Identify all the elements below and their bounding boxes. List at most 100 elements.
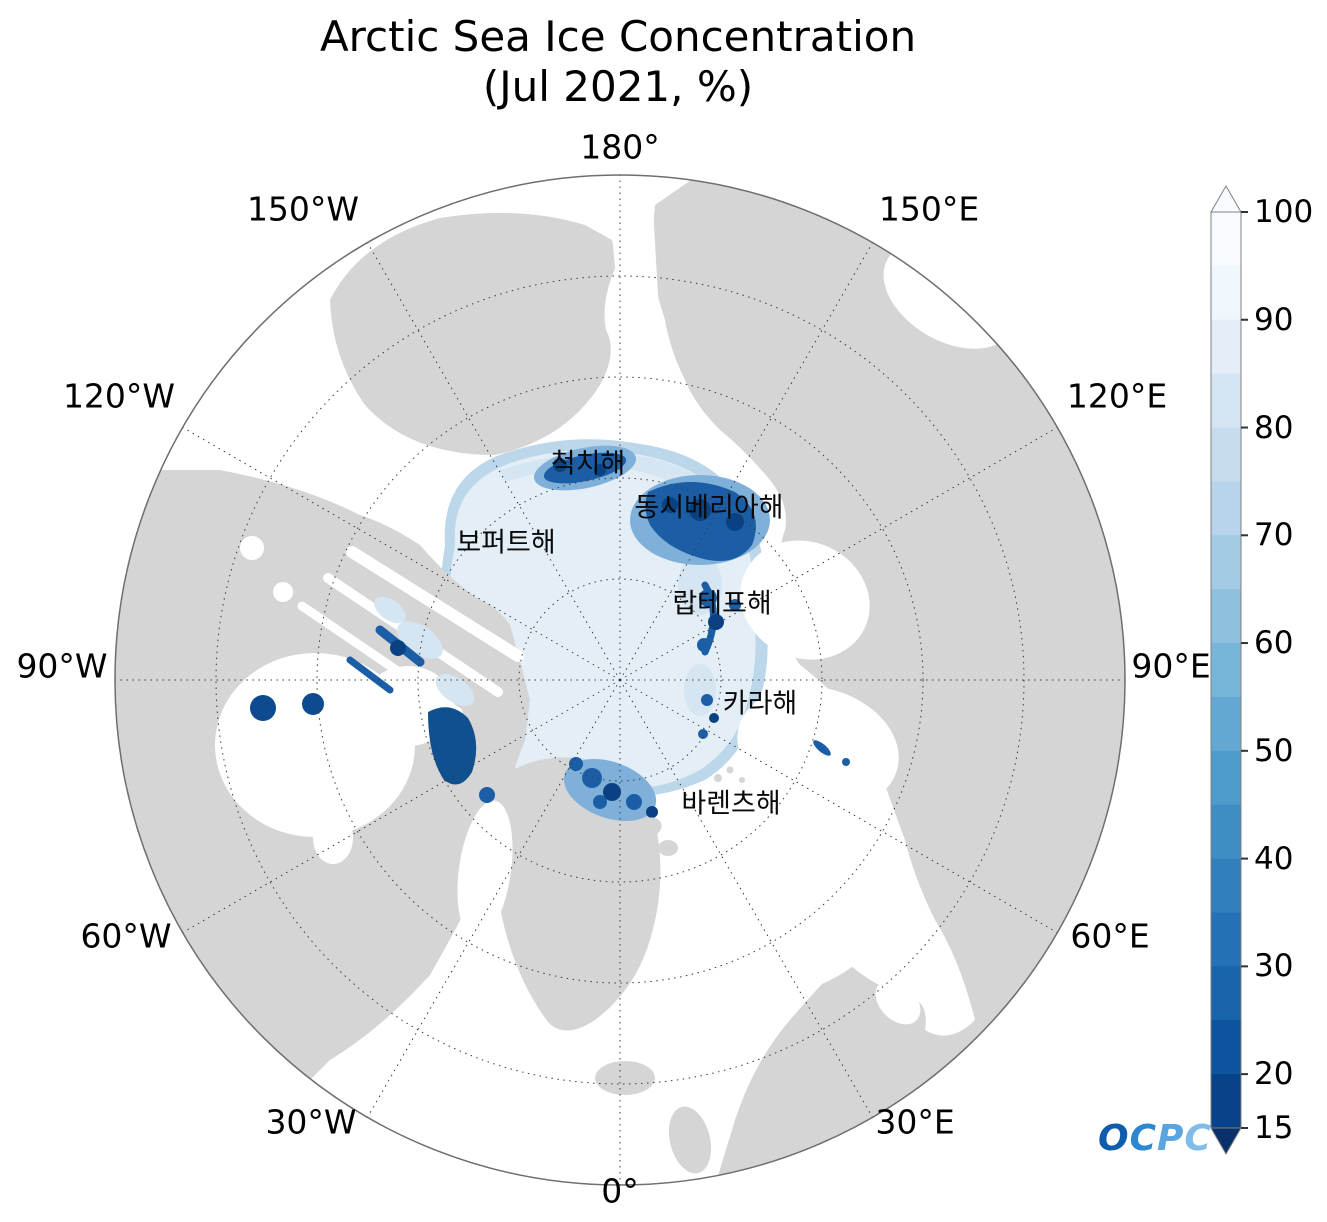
colorbar-band (1211, 1020, 1241, 1075)
ice-dark-northwater (479, 787, 495, 803)
sea-label: 랍테프해 (672, 588, 772, 620)
ice-dark-barents-1 (582, 768, 602, 788)
ice-channel-c (374, 596, 406, 624)
colorbar-band (1211, 265, 1241, 321)
colorbar-band (1211, 750, 1241, 806)
ice-dark-laptev-4 (729, 599, 741, 611)
ice-dark-laptev-1 (699, 589, 717, 607)
sea-label: 보퍼트해 (456, 527, 556, 559)
ice-dark-barents-5 (646, 806, 658, 818)
ice-dark-foxe (428, 707, 477, 785)
ice-dark-barents-3 (626, 794, 642, 810)
lon-label-30°E: 30°E (875, 1102, 955, 1142)
land-greenland (491, 757, 661, 1031)
ice-dark-hudson-1 (250, 695, 276, 721)
sea-label: 척치해 (550, 448, 626, 480)
ice-dark-barents-6 (569, 757, 583, 771)
colorbar-tick-label-100: 100 (1254, 194, 1314, 230)
colorbar-band (1211, 319, 1241, 375)
colorbar-under-arrow (1210, 1127, 1242, 1156)
island-svalbard-1 (634, 817, 662, 839)
colorbar-band (1211, 427, 1241, 483)
colorbar-tick-label-20: 20 (1254, 1056, 1294, 1093)
ice-core-esib-2 (726, 513, 744, 531)
colorbar-band (1211, 858, 1241, 914)
lon-label-150°E: 150°E (878, 189, 980, 229)
colorbar-over-arrow (1210, 184, 1242, 213)
logo-letter: P (1157, 1118, 1185, 1159)
colorbar-band (1211, 643, 1241, 698)
island-fjl-3 (739, 777, 745, 783)
lon-label-90°E: 90°E (1131, 646, 1211, 686)
land-alaska (330, 212, 618, 455)
colorbar-tick-label-15: 15 (1254, 1110, 1294, 1146)
lon-label-0°: 0° (601, 1171, 639, 1211)
colorbar-tick-label-50: 50 (1254, 732, 1294, 769)
colorbar-tick-label-40: 40 (1254, 840, 1294, 877)
island-fjl-1 (714, 774, 722, 782)
ice-dark-kara-2 (709, 713, 719, 723)
baffin-bay (457, 800, 513, 940)
logo-letter: C (1129, 1118, 1158, 1159)
ice-dark-kara-4 (813, 740, 831, 756)
colorbar-tick-label-70: 70 (1254, 517, 1294, 554)
figure-subtitle: (Jul 2021, %) (482, 62, 754, 111)
ice-channel-b (435, 674, 475, 706)
logo-letter: C (1184, 1118, 1212, 1159)
colorbar-band (1211, 535, 1241, 590)
ice-channel-a (397, 621, 443, 659)
ice-dark-barents-4 (593, 795, 607, 809)
ice-dark-barents-2 (603, 783, 621, 801)
james-bay (313, 812, 353, 864)
colorbar-band (1211, 696, 1241, 752)
colorbar-band (1211, 212, 1241, 267)
ice-dark-laptev-2 (708, 614, 724, 630)
land-britain (668, 1106, 712, 1174)
lake-1 (240, 536, 264, 560)
channel-1 (346, 546, 524, 662)
lon-label-150°W: 150°W (246, 189, 360, 229)
figure-title: Arctic Sea Ice Concentration (319, 12, 917, 61)
island-fjl-2 (726, 766, 734, 774)
ice-dark-chukchi (543, 452, 627, 484)
sea-white-sea (875, 979, 921, 1025)
ice-core-chukchi-2 (594, 464, 606, 476)
ice-dark-arch-3 (390, 640, 406, 656)
colorbar-tick-label-30: 30 (1254, 948, 1294, 985)
colorbar-band (1211, 804, 1241, 860)
lon-label-180°: 180° (580, 127, 660, 167)
ocpc-logo: OCPC (1098, 1118, 1212, 1159)
colorbar-band (1211, 1074, 1241, 1129)
ice-tongue-kara (684, 664, 716, 716)
colorbar-band (1211, 912, 1241, 967)
channel-3 (297, 601, 463, 717)
strait-bering (608, 190, 660, 345)
sea-barents (660, 817, 900, 999)
lon-label-60°W: 60°W (80, 916, 172, 956)
lon-label-120°W: 120°W (62, 376, 176, 416)
ice-dark-laptev-3 (697, 638, 711, 652)
sea-laptev (740, 540, 870, 660)
ice-core-esib-3 (662, 497, 678, 513)
ice-dark-kara-1 (701, 694, 713, 706)
ice-dark-arch-2 (346, 656, 394, 694)
colorbar-band (1211, 373, 1241, 429)
ice-core-esib-1 (689, 499, 711, 521)
ice-dark-kara-3 (698, 729, 708, 739)
sea-label: 동시베리아해 (634, 492, 784, 524)
colorbar-tick-label-90: 90 (1254, 301, 1294, 338)
island-svalbard-2 (658, 840, 678, 856)
colorbar (1210, 184, 1254, 1161)
graticule (115, 175, 1125, 1185)
land-iceland (595, 1061, 655, 1095)
lon-label-120°E: 120°E (1066, 376, 1168, 416)
lon-label-90°W: 90°W (16, 646, 108, 686)
colorbar-band (1211, 589, 1241, 644)
ice-dark-kara-5 (842, 758, 850, 766)
sea-label: 바렌츠해 (681, 788, 781, 820)
ice-core-chukchi-1 (553, 458, 567, 472)
colorbar-tick-label-80: 80 (1254, 409, 1294, 446)
logo-letter: O (1098, 1118, 1130, 1159)
